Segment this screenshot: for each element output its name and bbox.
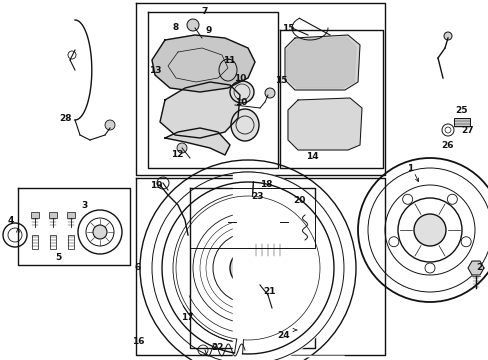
Circle shape xyxy=(413,214,445,246)
Text: 24: 24 xyxy=(277,330,290,339)
Text: 16: 16 xyxy=(131,338,144,346)
Text: 2: 2 xyxy=(475,264,481,273)
Bar xyxy=(32,235,38,249)
Text: 18: 18 xyxy=(259,180,272,189)
Text: 15: 15 xyxy=(274,76,286,85)
Text: 7: 7 xyxy=(202,6,208,15)
Text: 23: 23 xyxy=(250,192,263,201)
Text: 10: 10 xyxy=(234,98,246,107)
Circle shape xyxy=(239,215,252,229)
Polygon shape xyxy=(285,35,359,90)
Text: 20: 20 xyxy=(292,195,305,204)
Text: 11: 11 xyxy=(223,55,235,64)
Text: 19: 19 xyxy=(149,180,162,189)
Bar xyxy=(31,212,39,218)
Circle shape xyxy=(264,88,274,98)
Circle shape xyxy=(105,120,115,130)
Text: 26: 26 xyxy=(440,140,452,149)
Text: 6: 6 xyxy=(135,264,141,273)
Circle shape xyxy=(186,19,199,31)
Text: 5: 5 xyxy=(55,253,61,262)
Circle shape xyxy=(443,32,451,40)
Text: 27: 27 xyxy=(461,126,473,135)
Polygon shape xyxy=(287,98,361,150)
Ellipse shape xyxy=(230,109,259,141)
Text: 13: 13 xyxy=(148,66,161,75)
Text: 14: 14 xyxy=(305,152,318,161)
Polygon shape xyxy=(160,82,240,138)
Bar xyxy=(67,212,75,218)
Bar xyxy=(267,325,291,335)
Polygon shape xyxy=(467,261,483,275)
Circle shape xyxy=(177,143,186,153)
Text: 9: 9 xyxy=(205,26,212,35)
Bar xyxy=(453,118,469,126)
Text: 1: 1 xyxy=(406,163,412,172)
Polygon shape xyxy=(164,128,229,155)
Bar xyxy=(50,235,56,249)
Text: 17: 17 xyxy=(181,314,193,323)
Circle shape xyxy=(263,215,276,229)
Circle shape xyxy=(266,307,276,317)
Text: 21: 21 xyxy=(263,288,276,297)
Bar xyxy=(49,212,57,218)
Text: 12: 12 xyxy=(170,149,183,158)
Polygon shape xyxy=(286,37,355,88)
Bar xyxy=(236,212,280,230)
Text: 8: 8 xyxy=(173,23,179,32)
Circle shape xyxy=(229,250,265,286)
Text: 25: 25 xyxy=(454,105,467,114)
Text: 15: 15 xyxy=(281,23,294,32)
Circle shape xyxy=(93,225,107,239)
Ellipse shape xyxy=(229,81,253,103)
Text: 22: 22 xyxy=(210,343,223,352)
Polygon shape xyxy=(152,35,254,92)
Bar xyxy=(68,235,74,249)
Text: 3: 3 xyxy=(81,201,87,210)
Text: 10: 10 xyxy=(233,73,245,82)
Bar xyxy=(249,244,285,256)
Text: 4: 4 xyxy=(8,216,14,225)
Text: 28: 28 xyxy=(60,113,72,122)
